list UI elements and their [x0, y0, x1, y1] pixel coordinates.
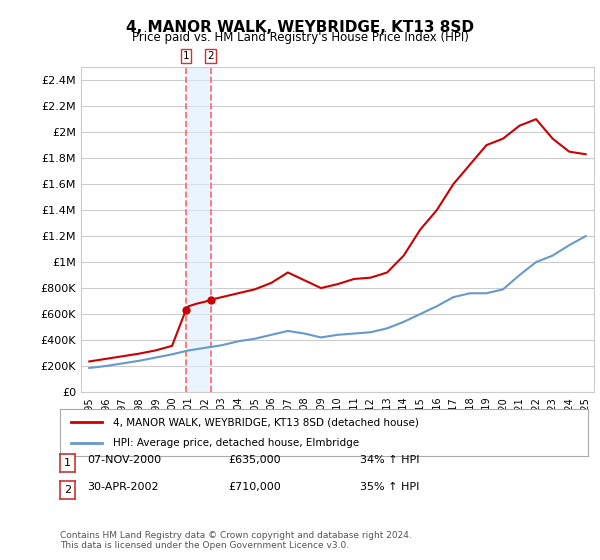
Text: HPI: Average price, detached house, Elmbridge: HPI: Average price, detached house, Elmb…	[113, 438, 359, 448]
Text: £635,000: £635,000	[228, 455, 281, 465]
Text: 2: 2	[207, 51, 214, 60]
Text: 1: 1	[64, 458, 71, 468]
Bar	[186, 67, 211, 392]
Text: Price paid vs. HM Land Registry's House Price Index (HPI): Price paid vs. HM Land Registry's House …	[131, 31, 469, 44]
Text: Contains HM Land Registry data © Crown copyright and database right 2024.
This d: Contains HM Land Registry data © Crown c…	[60, 530, 412, 550]
Text: £710,000: £710,000	[228, 482, 281, 492]
Text: 07-NOV-2000: 07-NOV-2000	[87, 455, 161, 465]
Text: 1: 1	[183, 51, 190, 60]
Text: 35% ↑ HPI: 35% ↑ HPI	[360, 482, 419, 492]
Text: 30-APR-2002: 30-APR-2002	[87, 482, 158, 492]
Text: 4, MANOR WALK, WEYBRIDGE, KT13 8SD (detached house): 4, MANOR WALK, WEYBRIDGE, KT13 8SD (deta…	[113, 417, 419, 427]
Text: 34% ↑ HPI: 34% ↑ HPI	[360, 455, 419, 465]
Text: 2: 2	[64, 485, 71, 495]
Text: 4, MANOR WALK, WEYBRIDGE, KT13 8SD: 4, MANOR WALK, WEYBRIDGE, KT13 8SD	[126, 20, 474, 35]
